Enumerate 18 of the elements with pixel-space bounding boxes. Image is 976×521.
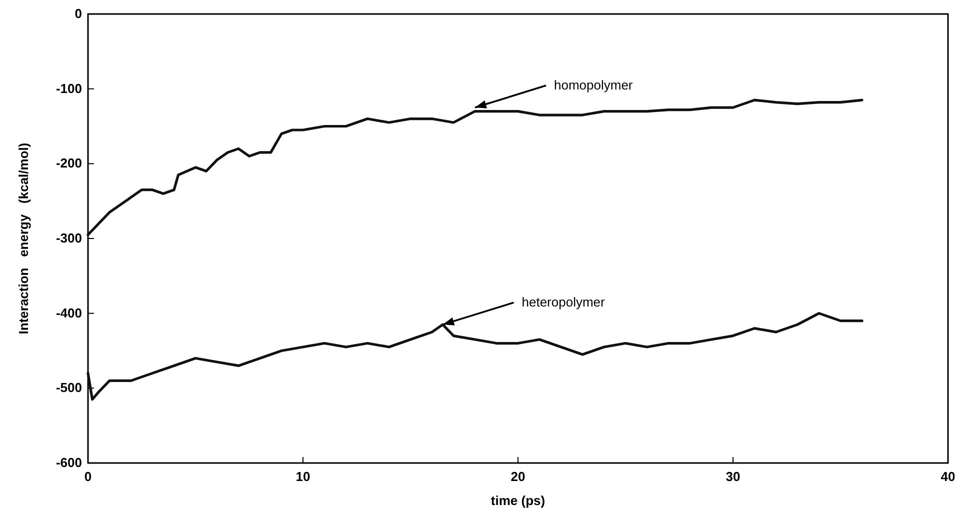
y-tick-label: 0	[74, 6, 82, 21]
x-tick-label: 0	[84, 469, 92, 484]
line-series	[86, 312, 864, 401]
y-tick-label: -500	[56, 380, 82, 396]
annotation: homopolymer	[554, 78, 634, 93]
y-tick-label: -100	[56, 80, 82, 96]
y-tick-label: -200	[56, 156, 82, 171]
x-tick-label: 40	[940, 469, 956, 484]
y-tick-label: -600	[56, 455, 82, 470]
y-axis-title: Interaction energy (kcal/mol)	[16, 142, 31, 334]
line-series	[86, 98, 864, 236]
x-tick-label: 30	[726, 469, 740, 484]
x-axis-title: time (ps)	[490, 493, 546, 508]
y-tick-label: -300	[56, 230, 82, 246]
x-tick-label: 10	[296, 469, 310, 484]
annotation: heteropolymer	[522, 294, 606, 310]
x-tick-label: 20	[510, 469, 526, 484]
y-tick-label: -400	[56, 305, 82, 320]
